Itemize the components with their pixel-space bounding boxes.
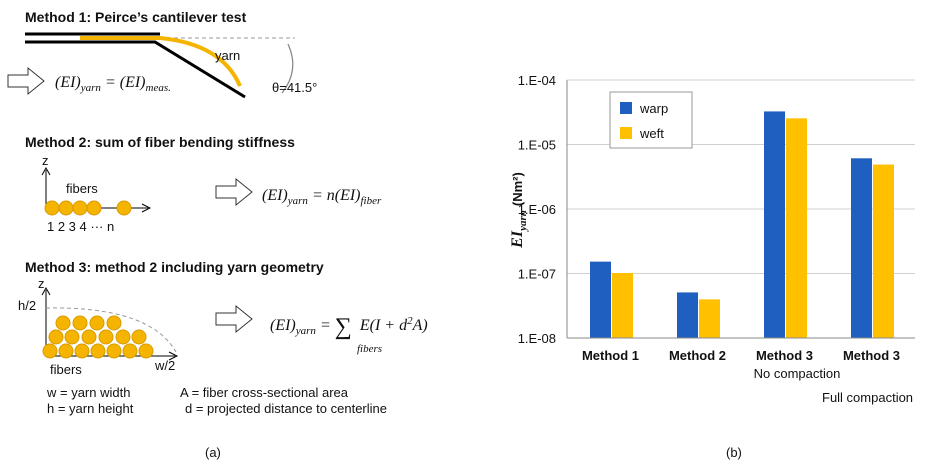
arrow (7, 66, 45, 96)
definition: h = yarn height (47, 401, 134, 416)
equation: (EI)yarn = (EI)meas. (55, 74, 171, 94)
axes (41, 286, 179, 361)
bar (786, 118, 807, 339)
sum-index: fibers (357, 343, 382, 355)
y-tick-label: 1.E-05 (518, 138, 556, 153)
cantilever (25, 32, 246, 99)
y-tick-label: 1.E-04 (518, 73, 556, 88)
arrow (215, 304, 253, 334)
definition: d = projected distance to centerline (185, 401, 387, 416)
legend-swatch (620, 102, 632, 114)
bar (873, 164, 894, 339)
axes (41, 166, 152, 213)
y-axis-label: EIyarn(Nm²) (509, 172, 529, 249)
y-tick-label: 1.E-07 (518, 267, 556, 282)
fibers (42, 315, 154, 359)
angle-arc (281, 43, 294, 94)
equation: (EI)yarn = n(EI)fiber (262, 187, 382, 207)
y-tick-label: 1.E-08 (518, 331, 556, 346)
panel-label: (a) (205, 445, 221, 460)
bar (699, 299, 720, 339)
definition: w = yarn width (46, 385, 130, 400)
panel-label: (b) (726, 445, 742, 460)
fibers-label: fibers (50, 362, 82, 377)
angle-label: θ=41.5° (272, 80, 317, 95)
y-tick-label: 1.E-06 (518, 202, 556, 217)
bar (612, 273, 633, 339)
w-label: w/2 (154, 358, 175, 373)
definition: A = fiber cross-sectional area (180, 385, 349, 400)
equation: (EI)yarn = ∑ E(I + d2A) (270, 314, 428, 340)
legend-label: weft (639, 126, 664, 141)
z-label: z (38, 276, 45, 291)
fibers (44, 200, 132, 216)
method-title: Method 2: sum of fiber bending stiffness (25, 134, 295, 150)
bar (851, 158, 872, 339)
x-tick-label: Method 3 (843, 348, 900, 363)
geometry-outline (45, 307, 177, 353)
yarn-curve (80, 36, 242, 87)
annotation: Full compaction (822, 390, 913, 405)
x-tick-label: Method 2 (669, 348, 726, 363)
x-tick-label: Method 3 (756, 348, 813, 363)
z-label: z (42, 153, 49, 168)
bar (764, 111, 785, 339)
yarn-label: yarn (215, 48, 240, 63)
method-title: Method 1: Peirce’s cantilever test (25, 9, 247, 25)
arrow (215, 177, 253, 207)
bar (677, 292, 698, 339)
fiber-index: 1 2 3 4 ··· n (47, 219, 114, 234)
fibers-label: fibers (66, 181, 98, 196)
x-tick-label: Method 1 (582, 348, 639, 363)
h-label: h/2 (18, 298, 36, 313)
annotation: No compaction (754, 366, 841, 381)
legend-swatch (620, 127, 632, 139)
method-title: Method 3: method 2 including yarn geomet… (25, 259, 324, 275)
bar (590, 261, 611, 339)
legend-label: warp (639, 101, 668, 116)
